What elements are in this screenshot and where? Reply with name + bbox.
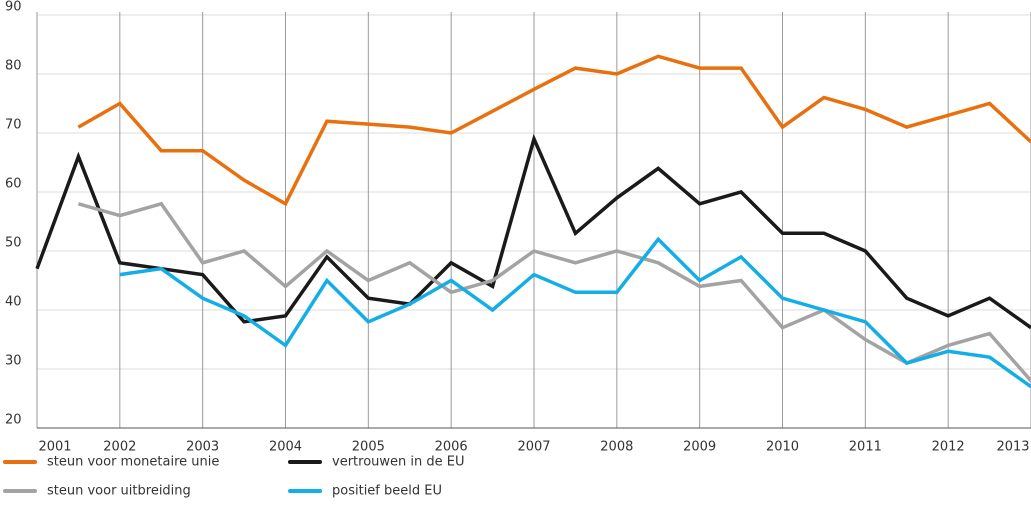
data-line xyxy=(77,54,1031,207)
y-tick-label: 50 xyxy=(5,236,22,251)
x-tick-label: 2010 xyxy=(766,440,799,455)
x-tick-label: 2012 xyxy=(932,440,965,455)
data-line xyxy=(77,201,1031,382)
y-tick-label: 40 xyxy=(5,295,22,310)
legend-label: positief beeld EU xyxy=(332,484,442,499)
x-tick-label: 2007 xyxy=(517,440,550,455)
y-tick-label: 30 xyxy=(5,354,22,369)
x-tick-label: 2008 xyxy=(600,440,633,455)
x-tick-label: 2006 xyxy=(435,440,468,455)
data-line xyxy=(119,236,1031,389)
y-tick-label: 60 xyxy=(5,177,22,192)
x-tick-label: 2013 xyxy=(996,440,1029,455)
y-tick-label: 70 xyxy=(5,118,22,133)
x-tick-label: 2009 xyxy=(683,440,716,455)
legend-label: steun voor uitbreiding xyxy=(47,484,191,499)
x-tick-label: 2005 xyxy=(352,440,385,455)
legend-label: vertrouwen in de EU xyxy=(332,455,464,470)
x-tick-label: 2011 xyxy=(849,440,882,455)
x-tick-label: 2001 xyxy=(38,440,71,455)
x-tick-label: 2004 xyxy=(269,440,302,455)
y-tick-label: 80 xyxy=(5,59,22,74)
x-tick-label: 2003 xyxy=(186,440,219,455)
legend-label: steun voor monetaire unie xyxy=(47,455,219,470)
data-line xyxy=(35,133,1031,330)
y-tick-label: 20 xyxy=(5,413,22,428)
y-tick-label: 90 xyxy=(5,0,22,15)
x-tick-label: 2002 xyxy=(103,440,136,455)
